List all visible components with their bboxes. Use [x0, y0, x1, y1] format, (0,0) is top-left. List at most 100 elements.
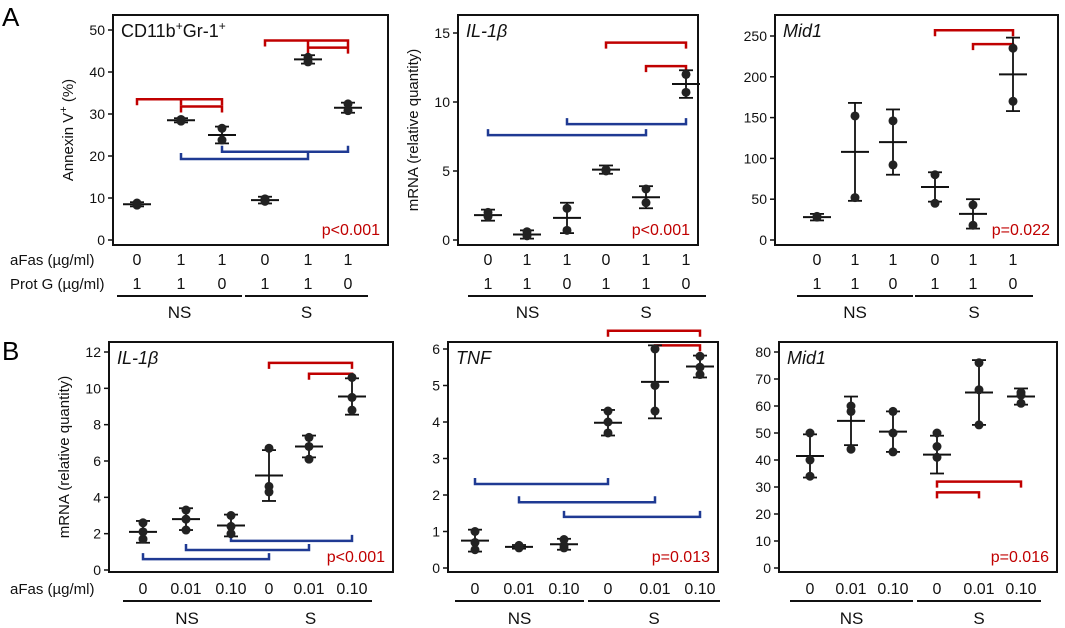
y-tick-label: 10: [85, 380, 101, 396]
p-value: p=0.022: [992, 222, 1050, 239]
chart-a1: 0 10 20 30 40 50 Annexin V+ (%) CD11b+Gr-1+ p<0.…: [58, 14, 389, 248]
protg-value: 1: [304, 276, 313, 293]
y-tick-label: 3: [432, 451, 440, 467]
data-point: [650, 344, 660, 354]
data-point: [888, 160, 898, 170]
significance-bracket: [306, 46, 350, 54]
chart-b1: 0 2 4 6 8 10 12 mRNA (relative quantity) IL-1β p<…: [56, 341, 394, 578]
significance-bracket: [263, 39, 350, 47]
data-point: [888, 406, 898, 416]
protg-value: 0: [563, 276, 572, 293]
chart-title: Mid1: [783, 21, 822, 41]
group-label-ns: NS: [175, 609, 199, 628]
protg-value: 1: [484, 276, 493, 293]
data-point: [1008, 43, 1018, 53]
row-label-afas-b: aFas (µg/ml): [10, 581, 95, 598]
data-point: [641, 184, 651, 194]
data-point: [226, 511, 236, 520]
chart-frame: [778, 341, 1058, 573]
significance-bracket: [229, 534, 354, 543]
y-tick-label: 2: [432, 487, 440, 503]
afas-value: 1: [1009, 252, 1018, 269]
significance-bracket: [179, 105, 224, 113]
group-label-ns: NS: [843, 303, 867, 322]
y-axis-label: Annexin V+ (%): [58, 79, 77, 181]
afas-value: 0.01: [639, 581, 670, 598]
significance-bracket: [971, 42, 1015, 51]
afas-value: 1: [177, 252, 186, 269]
data-point: [932, 428, 942, 438]
data-point: [138, 527, 148, 537]
protg-value: 1: [261, 276, 270, 293]
data-point: [522, 227, 532, 237]
y-tick-label: 40: [89, 64, 105, 80]
y-tick-label: 20: [755, 506, 771, 522]
afas-value: 1: [523, 252, 532, 269]
y-tick-label: 50: [751, 191, 767, 207]
afas-value: 0.10: [215, 581, 246, 598]
data-point: [601, 165, 611, 175]
chart-title: CD11b+Gr-1+: [121, 19, 226, 41]
y-axis-label: mRNA (relative quantity): [56, 376, 73, 539]
afas-value: 0: [261, 252, 270, 269]
protg-value: 1: [931, 276, 940, 293]
protg-value: 1: [642, 276, 651, 293]
protg-value: 1: [969, 276, 978, 293]
afas-value: 1: [889, 252, 898, 269]
y-tick-label: 0: [442, 232, 450, 248]
condition-table-b2: 0 0.01 0.10 0 0.01 0.10 NS S: [455, 581, 720, 628]
chart-b3: 0 10 20 30 40 50 60 70 80 Mid1 p=0.016: [755, 341, 1058, 576]
afas-value: 0.10: [877, 581, 908, 598]
chart-b2: 0 1 2 3 4 5 6 TNF p=0.013: [432, 329, 719, 576]
protg-value: 1: [133, 276, 142, 293]
afas-value: 0: [933, 581, 942, 598]
significance-bracket: [935, 480, 1023, 488]
data-point: [974, 420, 984, 430]
y-tick-label: 100: [744, 150, 768, 166]
afas-value: 1: [969, 252, 978, 269]
data-point: [681, 87, 691, 97]
group-label-ns: NS: [840, 609, 864, 628]
protg-value: 0: [889, 276, 898, 293]
panel-label-b: B: [2, 336, 19, 366]
data-point: [968, 220, 978, 230]
afas-value: 0.01: [293, 581, 324, 598]
data-point: [850, 193, 860, 203]
significance-bracket: [517, 496, 657, 504]
group-label-s: S: [968, 303, 979, 322]
chart-frame: [112, 14, 389, 246]
data-point: [930, 170, 940, 180]
afas-value: 0: [484, 252, 493, 269]
y-tick-label: 4: [93, 489, 101, 505]
data-point: [695, 362, 705, 372]
afas-value: 0.10: [1005, 581, 1036, 598]
afas-value: 0: [602, 252, 611, 269]
data-point: [1016, 398, 1026, 408]
afas-value: 0: [813, 252, 822, 269]
data-point: [888, 428, 898, 438]
protg-value: 0: [344, 276, 353, 293]
protg-value: 0: [1009, 276, 1018, 293]
protg-value: 1: [851, 276, 860, 293]
y-tick-label: 10: [434, 94, 450, 110]
chart-frame: [457, 14, 699, 246]
significance-bracket: [604, 41, 688, 49]
row-label-afas: aFas (µg/ml): [10, 252, 95, 269]
data-point: [303, 52, 313, 62]
data-point: [603, 428, 613, 438]
condition-table-b1: 0 0.01 0.10 0 0.01 0.10 NS S: [123, 581, 372, 628]
y-tick-label: 0: [432, 560, 440, 576]
y-tick-label: 250: [744, 28, 768, 44]
y-tick-label: 0: [763, 560, 771, 576]
p-value: p=0.013: [652, 549, 710, 566]
chart-frame: [447, 341, 719, 573]
data-point: [176, 114, 186, 124]
data-point: [932, 452, 942, 462]
chart-frame: [108, 341, 394, 573]
panel-label-a: A: [2, 2, 20, 32]
data-point: [260, 194, 270, 204]
data-point: [181, 525, 191, 535]
significance-bracket: [606, 329, 702, 337]
protg-value: 1: [523, 276, 532, 293]
y-tick-label: 60: [755, 398, 771, 414]
